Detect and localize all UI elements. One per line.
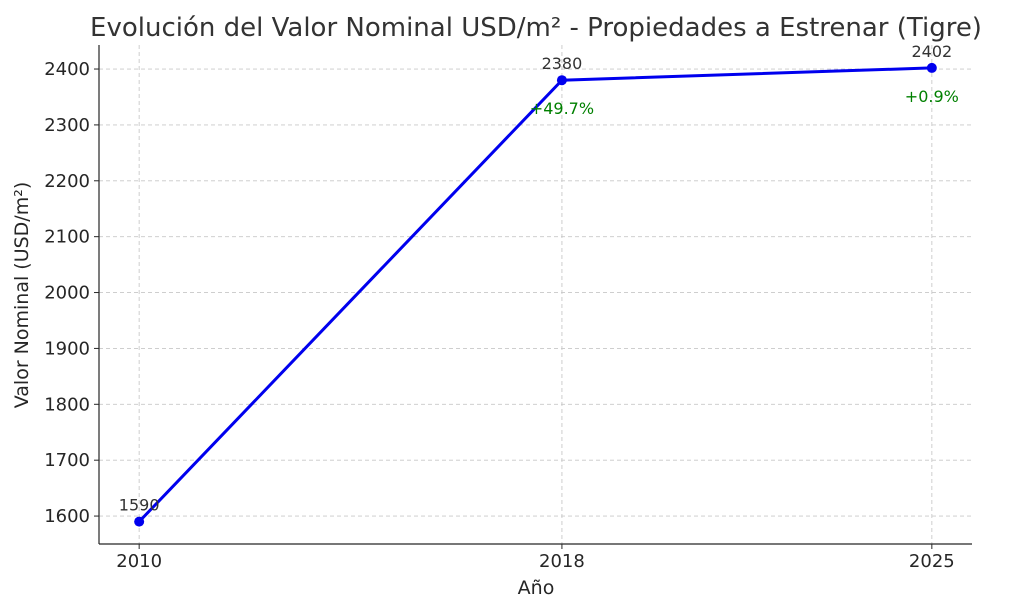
y-tick-label: 2200 bbox=[44, 171, 90, 192]
y-tick-label: 2000 bbox=[44, 283, 90, 304]
x-axis-label: Año bbox=[518, 577, 555, 599]
y-tick-label: 1900 bbox=[44, 338, 90, 359]
y-tick-label: 2300 bbox=[44, 115, 90, 136]
y-tick-label: 1600 bbox=[44, 506, 90, 527]
value-label: 1590 bbox=[119, 496, 160, 515]
y-axis-label: Valor Nominal (USD/m²) bbox=[11, 182, 33, 409]
series bbox=[134, 62, 937, 527]
y-tick-label: 1800 bbox=[44, 394, 90, 415]
grid bbox=[99, 45, 972, 544]
x-tick-label: 2025 bbox=[909, 551, 955, 572]
y-tick-label: 2400 bbox=[44, 59, 90, 80]
chart-title: Evolución del Valor Nominal USD/m² - Pro… bbox=[90, 13, 982, 43]
series-line bbox=[138, 66, 932, 523]
x-tick-label: 2018 bbox=[539, 551, 585, 572]
x-tick-label: 2010 bbox=[116, 551, 162, 572]
y-tick-label: 1700 bbox=[44, 450, 90, 471]
annotations: 1590 2380 +49.7% 2402 +0.9% bbox=[119, 42, 959, 515]
data-point bbox=[556, 75, 567, 86]
data-point bbox=[134, 516, 145, 527]
value-label: 2380 bbox=[542, 54, 583, 73]
data-point bbox=[926, 62, 937, 73]
y-tick-label: 2100 bbox=[44, 227, 90, 248]
pct-change-label: +49.7% bbox=[530, 99, 594, 118]
pct-change-label: +0.9% bbox=[905, 87, 959, 106]
ticks: 1600 1700 1800 1900 2000 2100 2200 2300 2400 2010… bbox=[44, 59, 955, 572]
value-label: 2402 bbox=[911, 42, 952, 61]
